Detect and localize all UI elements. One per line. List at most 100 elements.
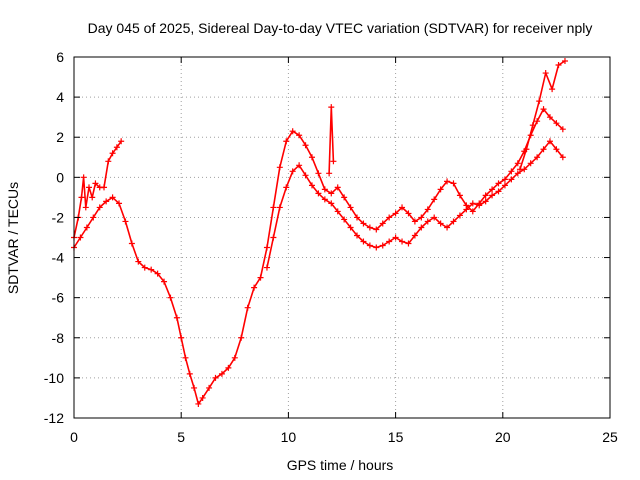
data-point bbox=[334, 184, 341, 191]
data-point bbox=[431, 196, 438, 203]
data-point bbox=[561, 58, 568, 65]
data-point bbox=[199, 394, 206, 401]
series-trace bbox=[328, 106, 335, 175]
data-point bbox=[540, 146, 547, 153]
series-upper bbox=[71, 138, 125, 241]
x-tick-label: 0 bbox=[70, 429, 78, 445]
data-point bbox=[321, 186, 328, 193]
data-point bbox=[276, 164, 283, 171]
data-point bbox=[437, 220, 444, 227]
data-point bbox=[103, 198, 110, 205]
data-point bbox=[315, 170, 322, 177]
data-point bbox=[366, 242, 373, 249]
data-point bbox=[244, 304, 251, 311]
data-point bbox=[450, 180, 457, 187]
data-point bbox=[341, 216, 348, 223]
data-point bbox=[328, 104, 335, 111]
data-point bbox=[78, 194, 85, 201]
data-point bbox=[315, 190, 322, 197]
data-point bbox=[77, 234, 84, 241]
data-point bbox=[437, 186, 444, 193]
data-point bbox=[482, 198, 489, 205]
data-point bbox=[82, 204, 89, 211]
data-point bbox=[330, 158, 337, 165]
data-point bbox=[212, 374, 219, 381]
data-point bbox=[527, 160, 534, 167]
x-tick-label: 15 bbox=[388, 429, 404, 445]
data-point bbox=[424, 218, 431, 225]
data-point bbox=[489, 186, 496, 193]
data-point bbox=[328, 190, 335, 197]
data-point bbox=[118, 138, 125, 145]
data-point bbox=[96, 204, 103, 211]
data-point bbox=[508, 176, 515, 183]
grid-lines bbox=[74, 57, 610, 418]
data-point bbox=[514, 160, 521, 167]
series-trace bbox=[519, 60, 566, 171]
x-tick-labels: 0 5 10 15 20 25 bbox=[70, 429, 618, 445]
data-point bbox=[540, 106, 547, 113]
data-point bbox=[80, 174, 87, 181]
data-point bbox=[101, 184, 108, 191]
data-point bbox=[113, 144, 120, 151]
data-point bbox=[495, 180, 502, 187]
data-point bbox=[148, 266, 155, 273]
data-point bbox=[135, 258, 142, 265]
data-point bbox=[469, 200, 476, 207]
data-point bbox=[195, 400, 202, 407]
data-point bbox=[501, 176, 508, 183]
plot-frame bbox=[73, 56, 611, 419]
data-point bbox=[379, 242, 386, 249]
data-point bbox=[218, 370, 225, 377]
x-tick-label: 10 bbox=[281, 429, 297, 445]
data-point bbox=[411, 232, 418, 239]
data-point bbox=[392, 234, 399, 241]
chart-title: Day 045 of 2025, Sidereal Day-to-day VTE… bbox=[88, 20, 593, 36]
data-point bbox=[186, 370, 193, 377]
data-point bbox=[553, 120, 560, 127]
data-point bbox=[326, 170, 333, 177]
data-point bbox=[405, 240, 412, 247]
y-axis-label: SDTVAR / TECUs bbox=[5, 182, 21, 294]
data-point bbox=[251, 284, 258, 291]
data-point bbox=[546, 114, 553, 121]
data-point bbox=[167, 294, 174, 301]
data-point bbox=[122, 218, 129, 225]
data-point bbox=[386, 214, 393, 221]
series-spike bbox=[326, 104, 337, 177]
data-point bbox=[289, 168, 296, 175]
x-tick-label: 25 bbox=[602, 429, 618, 445]
data-point bbox=[270, 234, 277, 241]
data-point bbox=[373, 226, 380, 233]
data-point bbox=[302, 142, 309, 149]
data-point bbox=[105, 158, 112, 165]
data-point bbox=[536, 98, 543, 105]
data-point bbox=[238, 334, 245, 341]
data-point bbox=[534, 154, 541, 161]
data-point bbox=[354, 214, 361, 221]
data-point bbox=[546, 138, 553, 145]
data-series bbox=[71, 58, 568, 407]
data-point bbox=[529, 122, 536, 129]
data-point bbox=[161, 278, 168, 285]
data-point bbox=[450, 218, 457, 225]
data-point bbox=[206, 384, 213, 391]
data-point bbox=[347, 224, 354, 231]
data-point bbox=[399, 204, 406, 211]
data-point bbox=[489, 192, 496, 199]
data-point bbox=[334, 208, 341, 215]
data-point bbox=[456, 192, 463, 199]
data-point bbox=[276, 204, 283, 211]
data-point bbox=[360, 220, 367, 227]
data-point bbox=[456, 212, 463, 219]
data-point bbox=[89, 194, 96, 201]
y-tick-label: 4 bbox=[56, 89, 64, 105]
data-point bbox=[411, 218, 418, 225]
data-point bbox=[128, 240, 135, 247]
data-point bbox=[559, 154, 566, 161]
y-tick-label: -8 bbox=[52, 330, 65, 346]
data-point bbox=[424, 206, 431, 213]
y-tick-label: -4 bbox=[52, 250, 65, 266]
data-point bbox=[379, 220, 386, 227]
series-trace bbox=[73, 140, 122, 239]
